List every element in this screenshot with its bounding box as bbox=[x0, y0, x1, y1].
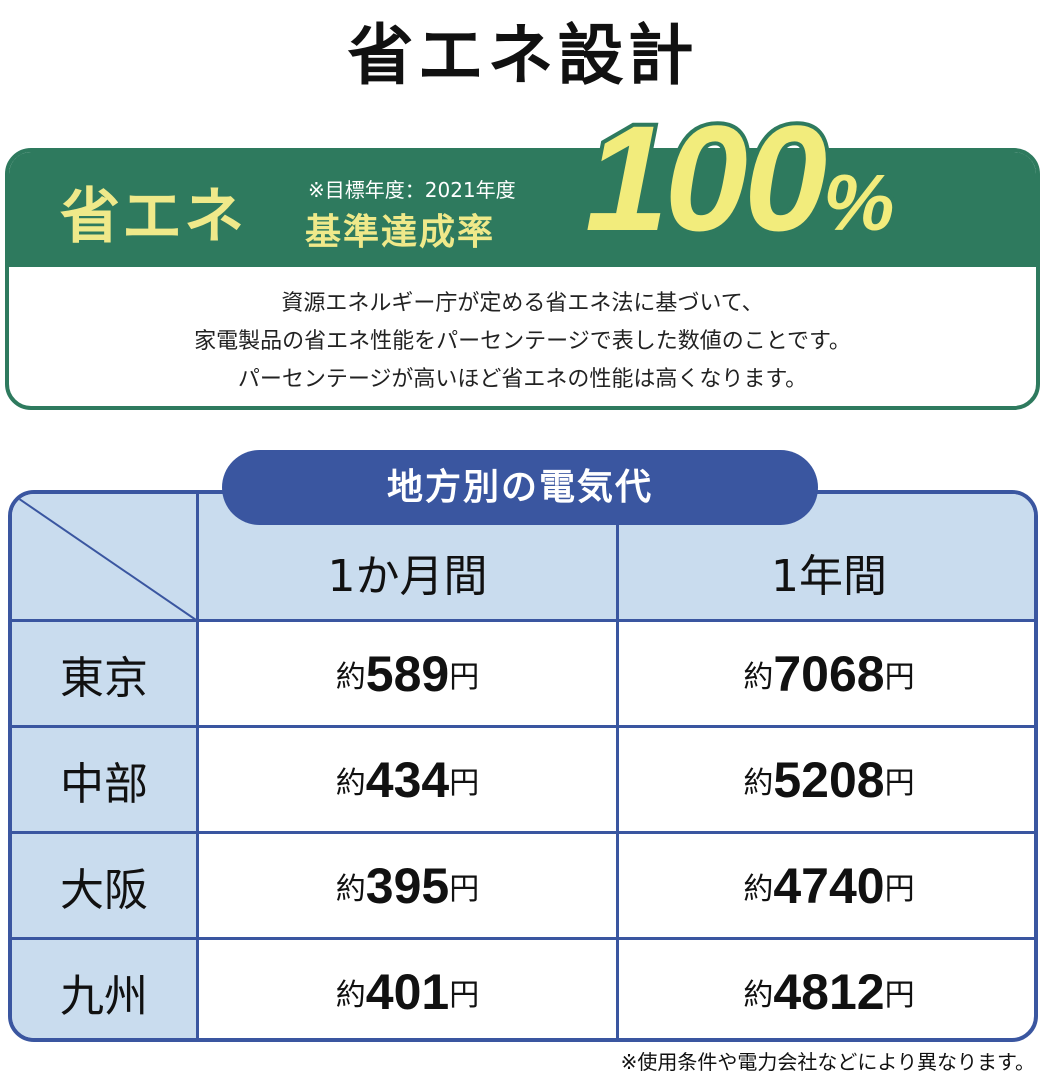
row-header: 東京 bbox=[12, 622, 199, 728]
electricity-cost-table: 1か月間 1年間 東京約 589 円約 7068 円中部約 434 円約 5208 円大阪約 395 円… bbox=[8, 490, 1038, 1042]
cost-cell: 約 401 円 bbox=[199, 940, 619, 1038]
cost-cell: 約 434 円 bbox=[199, 728, 619, 834]
rate-unit: % bbox=[819, 154, 898, 251]
column-header-label: 1年間 bbox=[771, 550, 887, 602]
prefix: 約 bbox=[743, 977, 774, 1013]
yen-unit: 円 bbox=[884, 765, 915, 801]
cost-cell: 約 395 円 bbox=[199, 834, 619, 940]
prefix: 約 bbox=[743, 765, 774, 801]
prefix: 約 bbox=[335, 765, 366, 801]
row-header: 中部 bbox=[12, 728, 199, 834]
description: 資源エネルギー庁が定める省エネ法に基づいて、 家電製品の省エネ性能をパーセンテー… bbox=[0, 285, 1045, 399]
description-line: 家電製品の省エネ性能をパーセンテージで表した数値のことです。 bbox=[194, 329, 851, 354]
target-year-note: ※目標年度：2021年度 bbox=[308, 178, 516, 202]
badge-header bbox=[9, 152, 1036, 267]
cost-value: 395 bbox=[365, 857, 450, 914]
column-header-label: 1か月間 bbox=[327, 550, 488, 602]
description-line: 資源エネルギー庁が定める省エネ法に基づいて、 bbox=[281, 291, 764, 316]
prefix: 約 bbox=[743, 871, 774, 907]
row-header: 大阪 bbox=[12, 834, 199, 940]
prefix: 約 bbox=[335, 977, 366, 1013]
yen-unit: 円 bbox=[449, 977, 480, 1013]
energy-badge-box bbox=[5, 148, 1040, 410]
cost-cell: 約 4812 円 bbox=[619, 940, 1034, 1038]
row-header: 九州 bbox=[12, 940, 199, 1038]
diagonal-line bbox=[12, 494, 199, 622]
achievement-rate: 100% bbox=[581, 90, 898, 266]
yen-unit: 円 bbox=[884, 977, 915, 1013]
cost-cell: 約 7068 円 bbox=[619, 622, 1034, 728]
cost-value: 4740 bbox=[773, 857, 885, 914]
region-label: 九州 bbox=[60, 970, 148, 1022]
corner-cell bbox=[12, 494, 199, 622]
table-title: 地方別の電気代 bbox=[222, 450, 818, 525]
cost-cell: 約 5208 円 bbox=[619, 728, 1034, 834]
page-title: 省エネ設計 bbox=[347, 17, 698, 94]
region-label: 東京 bbox=[60, 652, 148, 704]
rate-value: 100 bbox=[581, 90, 831, 266]
cost-value: 7068 bbox=[773, 645, 885, 702]
badge-sub-label: 基準達成率 bbox=[305, 212, 496, 253]
yen-unit: 円 bbox=[884, 871, 915, 907]
cost-value: 401 bbox=[365, 963, 450, 1020]
description-line: パーセンテージが高いほど省エネの性能は高くなります。 bbox=[237, 367, 808, 392]
cost-value: 589 bbox=[365, 645, 450, 702]
region-label: 大阪 bbox=[60, 864, 148, 916]
column-header: 1年間 bbox=[619, 494, 1034, 622]
footnote: ※使用条件や電力会社などにより異なります。 bbox=[620, 1050, 1035, 1074]
badge-label: 省エネ bbox=[60, 182, 246, 252]
yen-unit: 円 bbox=[884, 659, 915, 695]
prefix: 約 bbox=[335, 871, 366, 907]
cost-cell: 約 4740 円 bbox=[619, 834, 1034, 940]
yen-unit: 円 bbox=[449, 871, 480, 907]
cost-value: 4812 bbox=[773, 963, 885, 1020]
yen-unit: 円 bbox=[449, 765, 480, 801]
cost-cell: 約 589 円 bbox=[199, 622, 619, 728]
cost-value: 5208 bbox=[773, 751, 885, 808]
prefix: 約 bbox=[743, 659, 774, 695]
cost-value: 434 bbox=[365, 751, 450, 808]
prefix: 約 bbox=[335, 659, 366, 695]
yen-unit: 円 bbox=[449, 659, 480, 695]
region-label: 中部 bbox=[60, 758, 148, 810]
